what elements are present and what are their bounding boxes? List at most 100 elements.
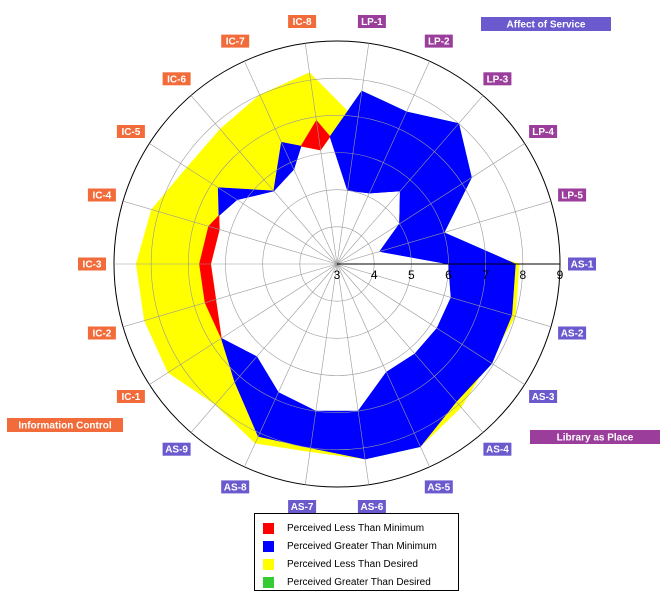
radial-tick-labels: 3 4 5 6 7 8 9 [334,268,564,282]
legend-swatch-red [263,522,274,534]
legend-swatch-blue [263,540,274,552]
legend-swatch-yellow [263,558,274,570]
axis-labels: AS-1 AS-2 AS-3 AS-4 AS-5 AS-6 AS-7 AS-8 AS-9 IC-1… [78,15,596,513]
axis-label-box [357,500,386,513]
spoke-ic-5 [149,143,338,265]
axis-label-text: AS-5 [427,482,450,493]
axis-label-text: AS-2 [561,329,584,340]
legend-item-above-desired: Perceived Greater Than Desired [263,573,458,591]
axis-label-box [288,15,317,28]
axis-label-box [558,188,587,202]
axis-label-ic-6: IC-6 [162,72,191,86]
axis-label-box [529,390,558,403]
legend-label: Perceived Greater Than Minimum [287,540,437,552]
axis-label-as-4: AS-4 [483,442,512,456]
axis-label-text: AS-3 [532,392,555,403]
axis-label-text: LP-4 [532,127,554,138]
spoke-lp-3 [336,95,484,265]
spoke-ic-8 [304,43,338,265]
spoke-ic-4 [122,200,338,265]
spoke-as-6 [336,263,370,485]
axis-label-text: LP-1 [361,17,383,28]
group-label-text: Library as Place [557,433,634,444]
spoke-as-8 [244,263,338,467]
tick-label-4: 4 [371,268,378,282]
axis-label-lp-3: LP-3 [483,72,512,86]
axis-label-text: IC-4 [92,191,111,202]
axis-label-text: AS-4 [486,445,509,456]
axis-label-as-7: AS-7 [288,500,317,513]
axis-label-box [483,72,512,86]
tick-label-3: 3 [334,268,341,282]
axis-label-as-3: AS-3 [529,390,558,403]
legend-item-above-minimum: Perceived Greater Than Minimum [263,537,458,555]
legend-label: Perceived Less Than Minimum [287,522,425,534]
spoke-lp-4 [336,143,525,265]
axis-label-ic-7: IC-7 [221,34,250,48]
group-label-text: Affect of Service [507,20,586,31]
axis-label-lp-2: LP-2 [424,34,453,48]
axis-label-text: IC-2 [92,329,111,340]
spoke-ic-7 [244,61,338,265]
axis-label-ic-3: IC-3 [78,257,106,271]
tick-label-8: 8 [519,268,526,282]
axis-label-text: IC-6 [167,74,186,85]
axis-label-box [424,34,453,48]
axis-label-box [357,15,386,28]
group-labels: Affect of Service Information Control Libr… [7,17,660,444]
axis-label-ic-4: IC-4 [87,188,116,202]
spoke-as-3 [336,263,525,385]
legend-swatch-green [263,576,274,588]
axis-label-box [568,257,596,271]
axis-label-box [221,34,250,48]
axis-label-box [116,125,145,138]
group-label-information-control: Information Control [7,418,123,432]
chart-legend: Perceived Less Than Minimum Perceived Gr… [254,513,459,591]
legend-label: Perceived Greater Than Desired [287,576,431,588]
legend-label: Perceived Less Than Desired [287,558,418,570]
spoke-ic-6 [190,95,338,265]
axis-label-text: AS-6 [361,502,384,513]
axis-label-box [87,188,116,202]
radar-fills [135,71,520,460]
axis-label-as-9: AS-9 [162,442,191,456]
spoke-as-4 [336,263,484,433]
axis-label-as-5: AS-5 [424,480,453,494]
axis-label-text: IC-8 [293,17,312,28]
group-label-box [481,17,611,31]
axis-label-as-8: AS-8 [221,480,250,494]
group-label-library-as-place: Library as Place [530,430,660,444]
tick-label-5: 5 [408,268,415,282]
spoke-ic-2 [122,263,338,328]
axis-label-text: AS-9 [165,445,188,456]
legend-item-below-desired: Perceived Less Than Desired [263,555,458,573]
axis-label-as-2: AS-2 [558,326,587,340]
axis-label-box [424,480,453,494]
spoke-lp-2 [336,61,430,265]
legend-item-below-minimum: Perceived Less Than Minimum [263,519,458,537]
axis-label-ic-8: IC-8 [288,15,317,28]
axis-label-text: IC-3 [83,260,102,271]
axis-label-box [162,442,191,456]
axis-label-lp-5: LP-5 [558,188,587,202]
axis-label-box [87,326,116,340]
axis-label-as-1: AS-1 [568,257,596,271]
spoke-lp-1 [336,43,370,265]
group-label-box [7,418,123,432]
axis-label-box [558,326,587,340]
spoke-as-9 [190,263,338,433]
spoke-as-7 [304,263,338,485]
axis-label-box [529,125,558,138]
spoke-ic-1 [149,263,338,385]
axis-label-box [221,480,250,494]
tick-label-7: 7 [482,268,489,282]
radar-grid [113,40,561,488]
axis-label-text: AS-1 [571,260,594,271]
tick-label-9: 9 [557,268,564,282]
spoke-lp-5 [336,200,552,265]
axis-label-ic-1: IC-1 [116,390,145,403]
axis-label-ic-5: IC-5 [116,125,145,138]
axis-label-text: AS-8 [224,482,247,493]
axis-label-box [116,390,145,403]
